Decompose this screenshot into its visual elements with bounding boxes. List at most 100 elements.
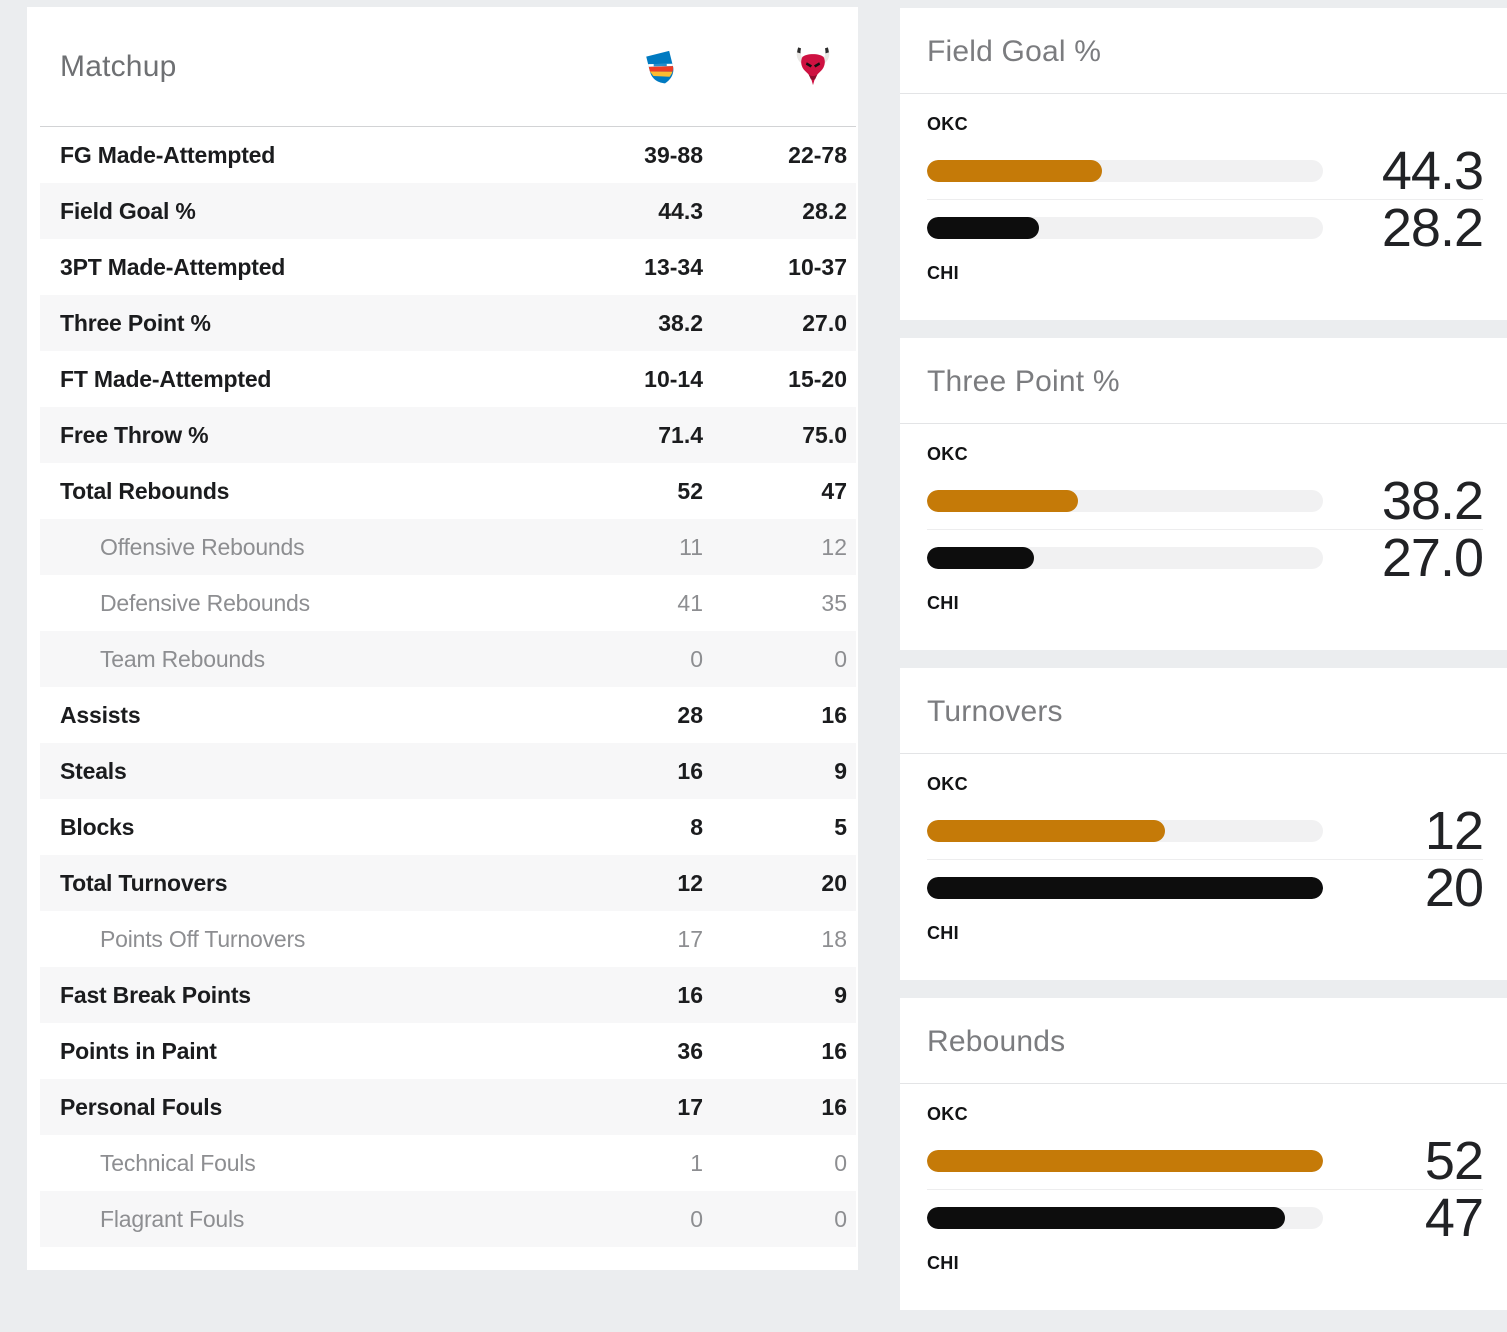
okc-bar-fill [927, 490, 1079, 512]
stat-label: Total Turnovers [60, 869, 228, 896]
chi-bar-fill [927, 1207, 1285, 1229]
stat-label: FG Made-Attempted [60, 141, 276, 168]
chi-value: 9 [834, 981, 847, 1008]
chi-bar-fill [927, 877, 1323, 899]
okc-value: 11 [679, 533, 703, 560]
chi-team-label: CHI [927, 593, 959, 613]
chi-big-value: 27.0 [1381, 528, 1484, 588]
okc-value: 0 [690, 645, 703, 672]
chi-value: 28.2 [802, 197, 847, 224]
stat-panel: Turnovers OKC 12 20 CHI [900, 668, 1507, 980]
okc-bar-row: 52 [927, 1134, 1484, 1188]
table-row: Total Rebounds 52 47 [40, 463, 856, 519]
stat-label: Technical Fouls [100, 1149, 256, 1176]
stat-label: Total Rebounds [60, 477, 230, 504]
okc-bar-fill [927, 820, 1165, 842]
okc-value: 71.4 [658, 421, 703, 448]
okc-value: 1 [690, 1149, 703, 1176]
matchup-card: Matchup [27, 7, 858, 1270]
okc-team-label: OKC [927, 114, 968, 134]
chi-value: 75.0 [802, 421, 847, 448]
panel-title-bar: Field Goal % [900, 8, 1507, 94]
stat-panel: Field Goal % OKC 44.3 28.2 CHI [900, 8, 1507, 320]
okc-bar-track [927, 160, 1323, 182]
okc-value: 52 [677, 477, 703, 504]
chi-big-value: 47 [1424, 1188, 1484, 1248]
stat-label: Fast Break Points [60, 981, 251, 1008]
chi-value: 16 [821, 1037, 847, 1064]
table-row: FG Made-Attempted 39-88 22-78 [40, 127, 856, 183]
chi-value: 15-20 [788, 365, 847, 392]
okc-team-label: OKC [927, 1104, 968, 1124]
chi-value: 0 [834, 645, 847, 672]
okc-bar-track [927, 1150, 1323, 1172]
panel-title: Rebounds [927, 1025, 1066, 1058]
stat-label: Team Rebounds [100, 645, 265, 672]
chi-big-value: 28.2 [1381, 198, 1484, 258]
chi-bar-track [927, 547, 1323, 569]
table-row: 3PT Made-Attempted 13-34 10-37 [40, 239, 856, 295]
matchup-title: Matchup [60, 49, 177, 83]
okc-value: 13-34 [644, 253, 703, 280]
chi-bar-row: 20 [927, 858, 1484, 918]
stat-label: Points Off Turnovers [100, 925, 306, 952]
panel-title-bar: Rebounds [900, 998, 1507, 1084]
okc-bar-row: 38.2 [927, 474, 1484, 528]
stat-label: Flagrant Fouls [100, 1205, 245, 1232]
panel-title: Three Point % [927, 365, 1120, 398]
table-row: Team Rebounds 0 0 [40, 631, 856, 687]
chicago-bulls-logo [796, 47, 830, 86]
table-row: Assists 28 16 [40, 687, 856, 743]
chi-value: 47 [821, 477, 847, 504]
chi-bar-track [927, 877, 1323, 899]
okc-value: 16 [677, 981, 703, 1008]
table-row: Free Throw % 71.4 75.0 [40, 407, 856, 463]
okc-bar-fill [927, 1150, 1323, 1172]
chi-bar-fill [927, 547, 1034, 569]
okc-bar-fill [927, 160, 1103, 182]
table-row: Three Point % 38.2 27.0 [40, 295, 856, 351]
table-row: Points in Paint 36 16 [40, 1023, 856, 1079]
chi-value: 12 [821, 533, 847, 560]
okc-bar-row: 12 [927, 801, 1484, 861]
chi-value: 27.0 [802, 309, 847, 336]
stat-label: Points in Paint [60, 1037, 217, 1064]
chi-team-label: CHI [927, 1253, 959, 1273]
table-row: Defensive Rebounds 41 35 [40, 575, 856, 631]
chi-value: 16 [821, 1093, 847, 1120]
table-row: Flagrant Fouls 0 0 [40, 1191, 856, 1247]
bar-divider [927, 529, 1483, 530]
stat-label: 3PT Made-Attempted [60, 253, 286, 280]
panel-body: OKC 52 47 CHI [900, 1084, 1507, 1274]
stat-panels: Field Goal % OKC 44.3 28.2 CHI Three Poi… [900, 8, 1507, 1310]
chi-bar-fill [927, 217, 1039, 239]
matchup-table-body: FG Made-Attempted 39-88 22-78 Field Goal… [27, 127, 858, 1247]
stat-panel: Three Point % OKC 38.2 27.0 CHI [900, 338, 1507, 650]
stat-label: Steals [60, 757, 127, 784]
okc-value: 10-14 [644, 365, 703, 392]
okc-big-value: 12 [1424, 801, 1484, 861]
table-row: Fast Break Points 16 9 [40, 967, 856, 1023]
chi-big-value: 20 [1424, 858, 1484, 918]
okc-value: 38.2 [658, 309, 703, 336]
chi-value: 16 [821, 701, 847, 728]
chi-value: 5 [834, 813, 847, 840]
stat-label: Three Point % [60, 309, 211, 336]
okc-value: 0 [690, 1205, 703, 1232]
okc-value: 17 [677, 925, 703, 952]
table-row: Blocks 8 5 [40, 799, 856, 855]
okc-thunder-logo [646, 50, 674, 83]
chi-value: 0 [834, 1149, 847, 1176]
chi-team-label: CHI [927, 263, 959, 283]
chi-header-column [691, 46, 847, 87]
okc-value: 16 [677, 757, 703, 784]
okc-team-label: OKC [927, 444, 968, 464]
okc-bar-track [927, 820, 1323, 842]
stat-panel: Rebounds OKC 52 47 CHI [900, 998, 1507, 1310]
chi-bar-row: 47 [927, 1188, 1484, 1248]
table-row: Steals 16 9 [40, 743, 856, 799]
table-row: Total Turnovers 12 20 [40, 855, 856, 911]
okc-value: 28 [677, 701, 703, 728]
table-row: Personal Fouls 17 16 [40, 1079, 856, 1135]
